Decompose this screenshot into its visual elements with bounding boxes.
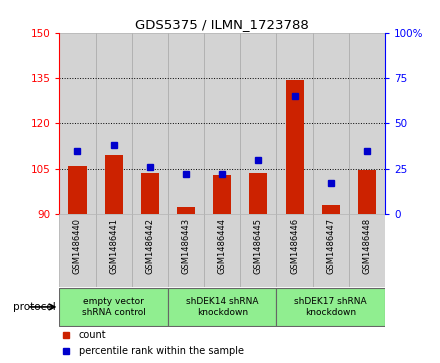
Text: GSM1486443: GSM1486443 bbox=[182, 218, 191, 274]
Bar bbox=[349, 33, 385, 214]
Text: GSM1486448: GSM1486448 bbox=[363, 218, 371, 274]
Bar bbox=[132, 33, 168, 214]
Bar bbox=[95, 33, 132, 214]
Bar bbox=[59, 33, 95, 214]
Bar bbox=[276, 287, 385, 326]
Title: GDS5375 / ILMN_1723788: GDS5375 / ILMN_1723788 bbox=[136, 19, 309, 32]
Bar bbox=[313, 214, 349, 287]
Bar bbox=[132, 214, 168, 287]
Bar bbox=[69, 166, 87, 214]
Bar bbox=[168, 287, 276, 326]
Bar bbox=[313, 33, 349, 214]
Bar bbox=[141, 173, 159, 214]
Bar bbox=[249, 173, 268, 214]
Bar bbox=[276, 214, 313, 287]
Bar bbox=[105, 155, 123, 214]
Bar bbox=[59, 287, 168, 326]
Bar bbox=[204, 214, 240, 287]
Bar bbox=[240, 33, 276, 214]
Text: GSM1486447: GSM1486447 bbox=[326, 218, 335, 274]
Bar bbox=[240, 214, 276, 287]
Text: empty vector
shRNA control: empty vector shRNA control bbox=[82, 297, 146, 317]
Text: shDEK14 shRNA
knockdown: shDEK14 shRNA knockdown bbox=[186, 297, 258, 317]
Text: GSM1486446: GSM1486446 bbox=[290, 218, 299, 274]
Text: protocol: protocol bbox=[13, 302, 56, 312]
Text: GSM1486442: GSM1486442 bbox=[145, 218, 154, 274]
Text: GSM1486440: GSM1486440 bbox=[73, 218, 82, 274]
Text: percentile rank within the sample: percentile rank within the sample bbox=[79, 346, 244, 356]
Bar bbox=[322, 205, 340, 214]
Bar bbox=[276, 33, 313, 214]
Bar bbox=[177, 207, 195, 214]
Bar bbox=[204, 33, 240, 214]
Bar bbox=[213, 175, 231, 214]
Bar bbox=[168, 33, 204, 214]
Bar bbox=[95, 214, 132, 287]
Bar bbox=[59, 214, 95, 287]
Text: shDEK17 shRNA
knockdown: shDEK17 shRNA knockdown bbox=[294, 297, 367, 317]
Bar bbox=[286, 79, 304, 214]
Bar bbox=[168, 214, 204, 287]
Bar bbox=[358, 170, 376, 214]
Text: GSM1486445: GSM1486445 bbox=[254, 218, 263, 274]
Bar bbox=[349, 214, 385, 287]
Text: count: count bbox=[79, 330, 106, 340]
Text: GSM1486441: GSM1486441 bbox=[109, 218, 118, 274]
Text: GSM1486444: GSM1486444 bbox=[218, 218, 227, 274]
